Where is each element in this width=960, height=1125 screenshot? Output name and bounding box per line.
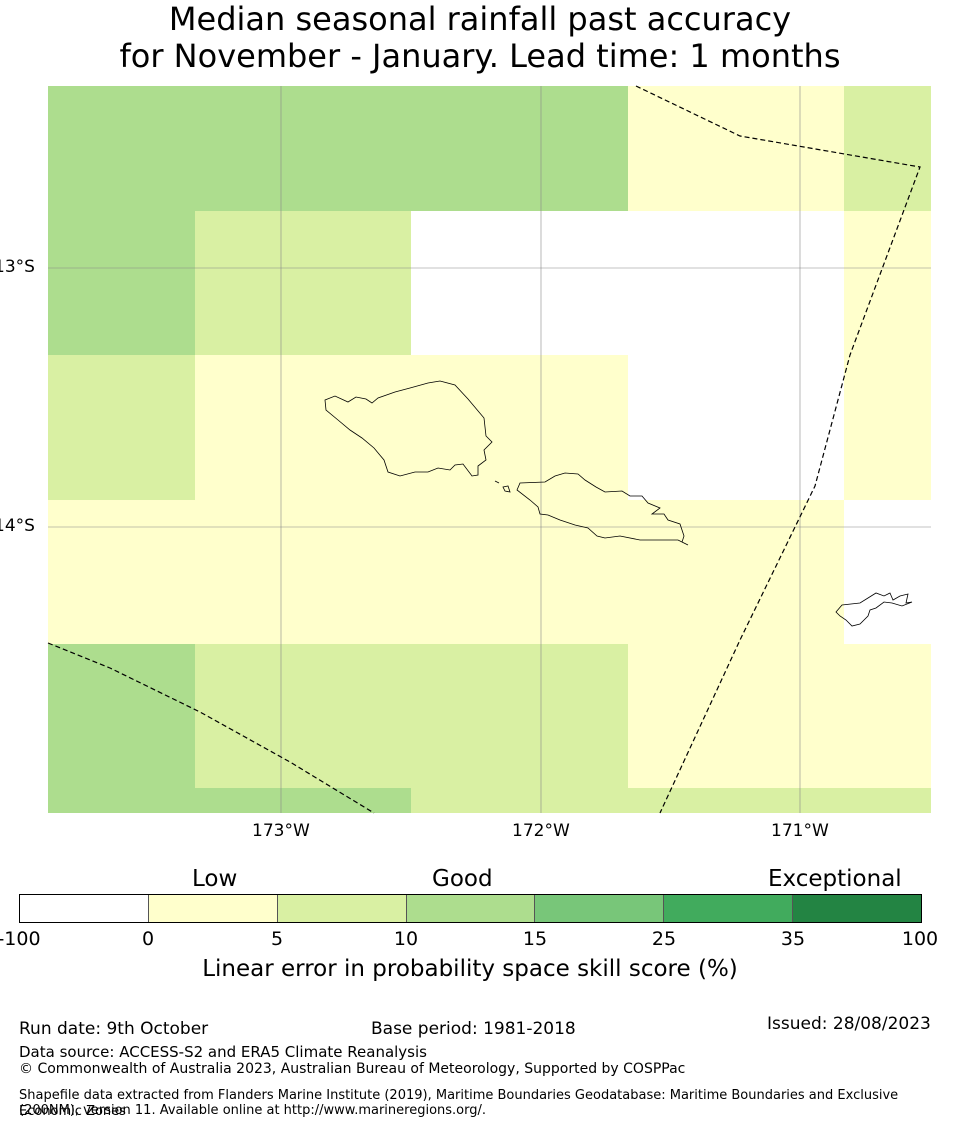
grid-cell [844,355,931,500]
base-period: Base period: 1981-2018 [371,1019,576,1039]
grid-cell [628,211,844,355]
colorbar-tick: 35 [780,928,806,950]
grid-cell [48,500,195,644]
upolu-island [516,472,689,546]
lon-label-172w: 172°W [512,821,570,841]
colorbar-tick: 5 [270,928,284,950]
shapefile-credit-line-2: (200NM), version 11. Available online at… [19,1103,487,1118]
grid-cell [844,644,931,788]
shapefile-credit-line-1: Shapefile data extracted from Flanders M… [19,1088,899,1119]
data-source: Data source: ACCESS-S2 and ERA5 Climate … [19,1043,427,1061]
grid-cell [48,86,195,211]
grid-cell [411,86,628,211]
lat-label-14s: 14°S [0,516,35,536]
colorbar-tick: 10 [393,928,419,950]
run-date: Run date: 9th October [19,1019,209,1039]
savaii-island [324,380,493,477]
grid-cell [195,355,411,500]
grid-cell [411,644,628,788]
grid-cell [411,788,931,813]
colorbar-segment-35-100 [793,895,922,922]
colorbar-segment-15-25 [535,895,665,922]
colorbar-tick: 15 [522,928,548,950]
grid-cell [195,211,411,355]
colorbar-segment-0-5 [148,895,278,922]
category-label-low: Low [192,866,238,892]
grid-cell [628,86,844,211]
manono-island [502,485,511,493]
eez-boundary-east [635,85,921,814]
eez-boundary-southwest [47,642,375,814]
lat-label-13s: 13°S [0,257,35,277]
colorbar [19,894,922,923]
grid-cell [628,500,844,644]
category-label-good: Good [432,866,493,892]
colorbar-tick: 25 [651,928,677,950]
grid-cell [411,211,628,355]
grid-cell [411,500,628,644]
grid-cell [411,355,628,500]
apolima-island [494,480,500,484]
grid-cell [844,211,931,355]
colorbar-segment-25-35 [664,895,794,922]
grid-cell [195,86,411,211]
grid-cell [628,644,844,788]
map-plot [47,85,931,814]
lon-label-173w: 173°W [252,821,310,841]
category-label-exceptional: Exceptional [768,866,902,892]
colorbar-tick: 0 [141,928,155,950]
colorbar-segment-neg100-0 [20,895,149,922]
colorbar-tick: 100 [901,928,939,950]
grid-cell [48,788,411,813]
map-title-line-1: Median seasonal rainfall past accuracy [168,0,792,38]
grid-cell [48,644,195,788]
grid-cell [195,500,411,644]
grid-cell [628,355,844,500]
map-title-line-2: for November - January. Lead time: 1 mon… [119,37,841,75]
lon-label-171w: 171°W [771,821,829,841]
grid-cell [195,644,411,788]
colorbar-label: Linear error in probability space skill … [202,956,738,982]
grid-cell [844,500,931,644]
skill-score-grid [48,86,931,813]
copyright: © Commonwealth of Australia 2023, Austra… [19,1061,686,1077]
colorbar-segment-10-15 [406,895,536,922]
colorbar-tick: -100 [0,928,41,950]
grid-cell [48,355,195,500]
grid-cell [844,86,931,211]
issued-date: Issued: 28/08/2023 [767,1014,931,1034]
colorbar-segment-5-10 [277,895,407,922]
tutuila-island [835,592,913,627]
grid-cell [48,211,195,355]
